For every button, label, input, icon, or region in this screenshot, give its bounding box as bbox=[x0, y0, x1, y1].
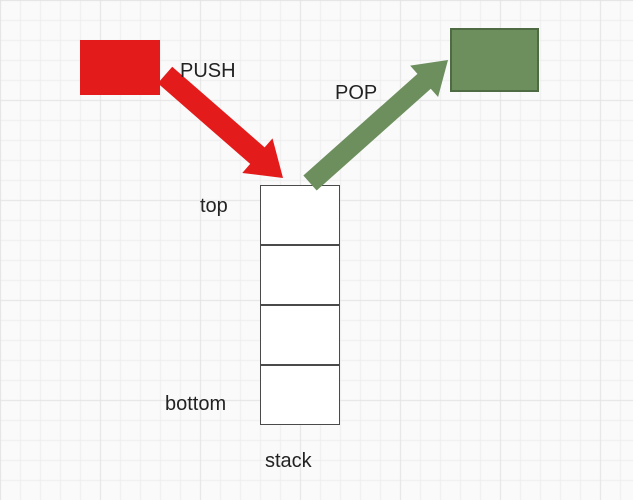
push-label: PUSH bbox=[180, 60, 236, 83]
stack-label: stack bbox=[265, 450, 312, 473]
pop-label: POP bbox=[335, 82, 377, 105]
diagram-stage: PUSH POP top bottom stack bbox=[0, 0, 633, 500]
bottom-label: bottom bbox=[165, 393, 226, 416]
top-label: top bbox=[200, 195, 228, 218]
pop-arrow-icon bbox=[0, 0, 633, 500]
